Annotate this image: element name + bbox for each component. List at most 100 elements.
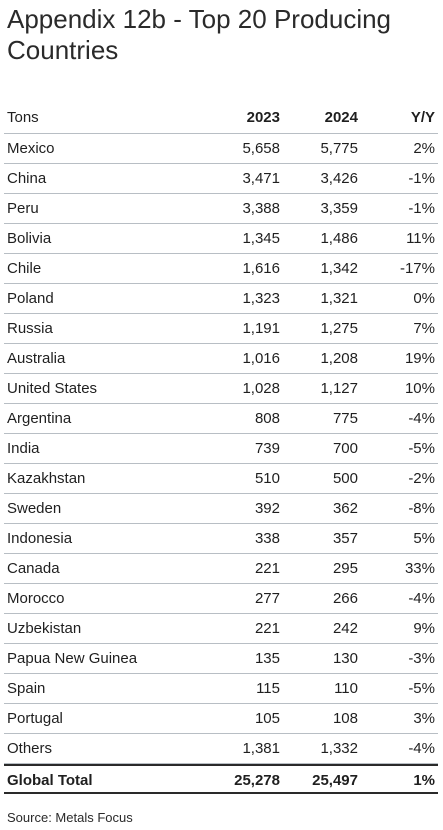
header-2024: 2024 <box>324 109 358 126</box>
yy-change-cell: 10% <box>404 380 435 397</box>
yy-change-cell: -8% <box>408 500 435 517</box>
yy-change-cell: 9% <box>413 620 435 637</box>
value-2024-cell: 3,359 <box>320 200 358 217</box>
table-body: Mexico 5,658 5,775 2% China 3,471 3,426 -1% Peru… <box>4 134 438 764</box>
production-table: Tons 2023 2024 Y/Y Mexico 5,658 5,775 2% Chi… <box>4 103 438 794</box>
value-2023-cell: 338 <box>254 530 280 547</box>
yy-change-cell: -4% <box>408 590 435 607</box>
country-cell: Kazakhstan <box>7 470 86 487</box>
yy-change-cell: -1% <box>408 200 435 217</box>
value-2024-cell: 5,775 <box>320 140 358 157</box>
country-cell: Others <box>7 740 53 757</box>
country-cell: Papua New Guinea <box>7 650 138 667</box>
table-row: Bolivia 1,345 1,486 11% <box>4 224 438 254</box>
value-2023-cell: 1,191 <box>242 320 280 337</box>
country-cell: China <box>7 170 47 187</box>
table-row: Canada 221 295 33% <box>4 554 438 584</box>
table-row: Indonesia 338 357 5% <box>4 524 438 554</box>
total-label: Global Total <box>7 772 93 789</box>
table-row: Argentina 808 775 -4% <box>4 404 438 434</box>
source-note: Source: Metals Focus <box>7 810 133 825</box>
country-cell: Argentina <box>7 410 72 427</box>
value-2024-cell: 362 <box>332 500 358 517</box>
country-cell: Indonesia <box>7 530 73 547</box>
value-2023-cell: 105 <box>254 710 280 727</box>
yy-change-cell: 33% <box>404 560 435 577</box>
page-title: Appendix 12b - Top 20 Producing Countrie… <box>7 4 392 65</box>
table-row: Uzbekistan 221 242 9% <box>4 614 438 644</box>
table-row: United States 1,028 1,127 10% <box>4 374 438 404</box>
header-yy: Y/Y <box>410 109 435 126</box>
country-cell: Portugal <box>7 710 63 727</box>
table-row: Peru 3,388 3,359 -1% <box>4 194 438 224</box>
total-yy: 1% <box>413 772 435 789</box>
yy-change-cell: 2% <box>413 140 435 157</box>
yy-change-cell: 7% <box>413 320 435 337</box>
table-row: Spain 115 110 -5% <box>4 674 438 704</box>
yy-change-cell: -5% <box>408 440 435 457</box>
value-2023-cell: 3,388 <box>242 200 280 217</box>
value-2023-cell: 739 <box>254 440 280 457</box>
table-header-row: Tons 2023 2024 Y/Y <box>4 103 438 134</box>
yy-change-cell: -4% <box>408 740 435 757</box>
table-row: Kazakhstan 510 500 -2% <box>4 464 438 494</box>
yy-change-cell: -4% <box>408 410 435 427</box>
value-2024-cell: 130 <box>332 650 358 667</box>
value-2023-cell: 1,323 <box>242 290 280 307</box>
yy-change-cell: -1% <box>408 170 435 187</box>
value-2023-cell: 808 <box>254 410 280 427</box>
country-cell: Mexico <box>7 140 55 157</box>
table-row: Australia 1,016 1,208 19% <box>4 344 438 374</box>
value-2024-cell: 3,426 <box>320 170 358 187</box>
value-2024-cell: 1,342 <box>320 260 358 277</box>
country-cell: Morocco <box>7 590 65 607</box>
table-row: Russia 1,191 1,275 7% <box>4 314 438 344</box>
country-cell: Bolivia <box>7 230 52 247</box>
table-row: Others 1,381 1,332 -4% <box>4 734 438 764</box>
value-2023-cell: 221 <box>254 620 280 637</box>
value-2024-cell: 500 <box>332 470 358 487</box>
value-2024-cell: 1,127 <box>320 380 358 397</box>
table-row: Sweden 392 362 -8% <box>4 494 438 524</box>
country-cell: Canada <box>7 560 60 577</box>
value-2023-cell: 277 <box>254 590 280 607</box>
value-2024-cell: 357 <box>332 530 358 547</box>
total-row: Global Total 25,278 25,497 1% <box>4 764 438 794</box>
value-2024-cell: 1,486 <box>320 230 358 247</box>
yy-change-cell: 11% <box>406 230 435 247</box>
yy-change-cell: 0% <box>413 290 435 307</box>
total-2024: 25,497 <box>312 772 358 789</box>
table-row: India 739 700 -5% <box>4 434 438 464</box>
value-2023-cell: 1,345 <box>242 230 280 247</box>
value-2023-cell: 115 <box>256 680 280 697</box>
value-2023-cell: 221 <box>254 560 280 577</box>
country-cell: Russia <box>7 320 53 337</box>
country-cell: Sweden <box>7 500 62 517</box>
table-row: Papua New Guinea 135 130 -3% <box>4 644 438 674</box>
value-2023-cell: 510 <box>254 470 280 487</box>
table-row: China 3,471 3,426 -1% <box>4 164 438 194</box>
country-cell: Spain <box>7 680 46 697</box>
country-cell: Peru <box>7 200 39 217</box>
value-2024-cell: 1,208 <box>320 350 358 367</box>
value-2024-cell: 1,321 <box>320 290 358 307</box>
yy-change-cell: 19% <box>404 350 435 367</box>
yy-change-cell: -2% <box>408 470 435 487</box>
country-cell: Australia <box>7 350 66 367</box>
value-2024-cell: 775 <box>332 410 358 427</box>
yy-change-cell: -5% <box>408 680 435 697</box>
header-unit: Tons <box>7 109 39 126</box>
value-2024-cell: 108 <box>332 710 358 727</box>
yy-change-cell: -17% <box>399 260 435 277</box>
value-2024-cell: 1,275 <box>320 320 358 337</box>
table-row: Chile 1,616 1,342 -17% <box>4 254 438 284</box>
table-row: Morocco 277 266 -4% <box>4 584 438 614</box>
table-row: Portugal 105 108 3% <box>4 704 438 734</box>
country-cell: Poland <box>7 290 54 307</box>
value-2023-cell: 392 <box>254 500 280 517</box>
value-2023-cell: 1,616 <box>242 260 280 277</box>
value-2023-cell: 1,381 <box>242 740 280 757</box>
value-2023-cell: 5,658 <box>242 140 280 157</box>
yy-change-cell: -3% <box>408 650 435 667</box>
